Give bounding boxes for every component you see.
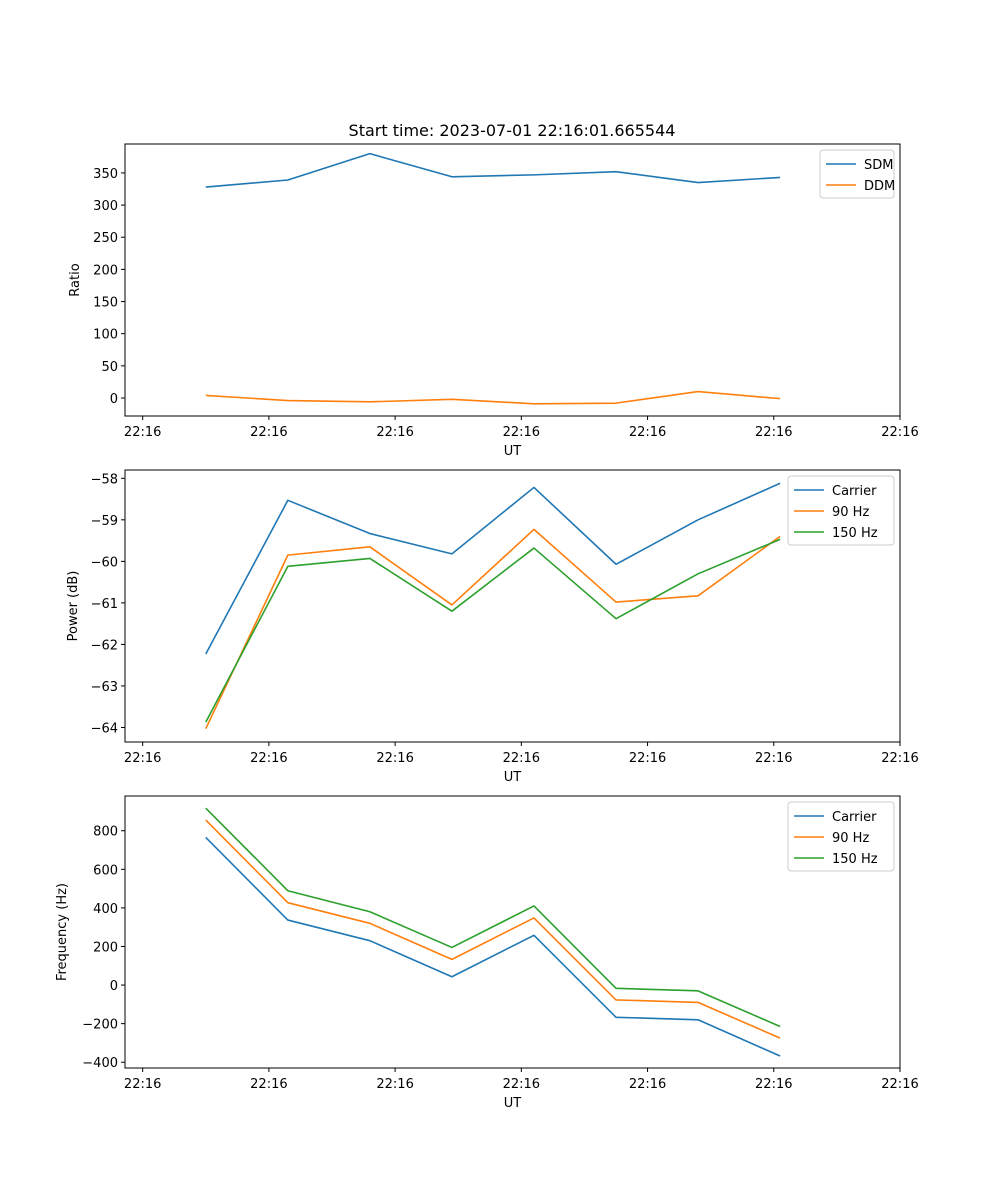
legend: SDM DDM (819, 149, 895, 199)
y-axis-label: Ratio (68, 263, 83, 296)
x-axis-label: UT (504, 444, 522, 459)
x-tick-label: 22:16 (629, 425, 666, 440)
x-tick-label: 22:16 (755, 1077, 792, 1092)
series-line-90-hz (205, 528, 781, 730)
x-tick-label: 22:16 (881, 425, 918, 440)
y-tick-label: 200 (93, 940, 118, 955)
legend-box (819, 149, 895, 199)
y-tick-label: 200 (93, 263, 118, 278)
y-tick-label: 0 (110, 392, 118, 407)
y-axis-label: Frequency (Hz) (55, 883, 70, 981)
legend: Carrier 90 Hz 150 Hz (787, 801, 895, 872)
y-tick-label: 350 (93, 167, 118, 182)
x-tick-label: 22:16 (124, 425, 161, 440)
figure-title: Start time: 2023-07-01 22:16:01.665544 (349, 121, 676, 140)
legend-label: DDM (864, 179, 895, 194)
x-tick-label: 22:16 (881, 1077, 918, 1092)
x-tick-label: 22:16 (503, 425, 540, 440)
y-tick-label: 100 (93, 328, 118, 343)
x-tick-label: 22:16 (376, 425, 413, 440)
series-line-ddm (205, 390, 781, 405)
x-tick-label: 22:16 (124, 751, 161, 766)
y-tick-label: 250 (93, 231, 118, 246)
legend: Carrier 90 Hz 150 Hz (787, 475, 895, 546)
x-tick-label: 22:16 (755, 751, 792, 766)
x-tick-label: 22:16 (250, 1077, 287, 1092)
series-line-150-hz (205, 538, 781, 723)
y-tick-label: 300 (93, 199, 118, 214)
x-tick-label: 22:16 (881, 751, 918, 766)
y-tick-label: −64 (91, 721, 118, 736)
y-tick-label: −58 (91, 472, 118, 487)
y-tick-label: 0 (110, 979, 118, 994)
x-tick-label: 22:16 (376, 1077, 413, 1092)
y-tick-label: −59 (91, 514, 118, 529)
chart-panel-2: 22:1622:1622:1622:1622:1622:1622:1622:17… (66, 469, 919, 785)
y-tick-label: 150 (93, 296, 118, 311)
y-tick-label: −63 (91, 680, 118, 695)
series-line-carrier (205, 482, 781, 655)
x-tick-label: 22:16 (124, 1077, 161, 1092)
x-tick-label: 22:16 (629, 751, 666, 766)
y-tick-label: −400 (82, 1056, 118, 1071)
legend-label: 150 Hz (832, 526, 878, 541)
y-axis-label: Power (dB) (66, 571, 81, 642)
axes-frame (124, 143, 901, 417)
y-tick-label: 800 (93, 825, 118, 840)
x-tick-label: 22:16 (376, 751, 413, 766)
series-line-sdm (205, 152, 781, 188)
axes-frame (124, 469, 901, 743)
panels: 22:1622:1622:1622:1622:1622:1622:1622:17… (55, 143, 919, 1111)
axes-frame (124, 795, 901, 1069)
x-tick-label: 22:16 (250, 751, 287, 766)
y-tick-label: −60 (91, 555, 118, 570)
y-tick-label: 600 (93, 863, 118, 878)
y-tick-label: 50 (101, 360, 118, 375)
y-tick-label: −62 (91, 638, 118, 653)
y-tick-label: 400 (93, 902, 118, 917)
series-line-carrier (205, 836, 781, 1057)
y-tick-label: −61 (91, 597, 118, 612)
chart-panel-3: 22:1622:1622:1622:1622:1622:1622:1622:17… (55, 795, 919, 1111)
legend-label: Carrier (832, 810, 877, 825)
legend-label: 90 Hz (832, 831, 869, 846)
chart-panel-1: 22:1622:1622:1622:1622:1622:1622:1622:17… (68, 143, 919, 459)
x-axis-label: UT (504, 770, 522, 785)
x-tick-label: 22:16 (250, 425, 287, 440)
series-line-90-hz (205, 819, 781, 1039)
legend-label: SDM (864, 158, 893, 173)
x-tick-label: 22:16 (503, 1077, 540, 1092)
legend-box (787, 801, 895, 872)
legend-label: 150 Hz (832, 852, 878, 867)
x-axis-label: UT (504, 1096, 522, 1111)
x-tick-label: 22:16 (755, 425, 792, 440)
x-tick-label: 22:16 (629, 1077, 666, 1092)
legend-box (787, 475, 895, 546)
series-line-150-hz (205, 807, 781, 1028)
x-tick-label: 22:16 (503, 751, 540, 766)
legend-label: Carrier (832, 484, 877, 499)
legend-label: 90 Hz (832, 505, 869, 520)
y-tick-label: −200 (82, 1018, 118, 1033)
